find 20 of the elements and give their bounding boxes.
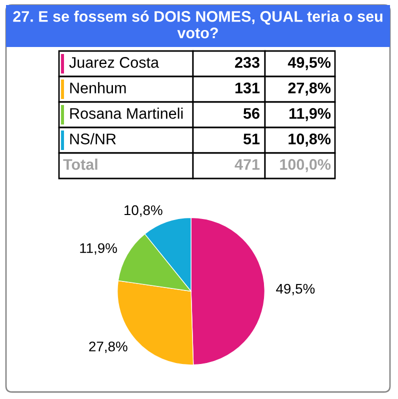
text: 10,8% (288, 134, 331, 147)
text: 100,0% (280, 159, 331, 172)
data-label: 49,5% (276, 284, 315, 296)
legend-label: Nenhum (70, 82, 126, 94)
text: 233 (235, 57, 260, 68)
data-label: 10,8% (124, 205, 162, 217)
text: 49,5% (288, 57, 331, 70)
legend-label: NS/NR (70, 133, 116, 144)
text: 56 (243, 108, 260, 119)
text: 131 (235, 82, 260, 94)
text: 51 (243, 134, 260, 144)
chart-title: 27. E se fossem só DOIS NOMES, QUAL teria o seu voto? (13, 10, 382, 38)
legend-label: Juarez Costa (69, 57, 160, 68)
text: 11,9% (289, 108, 331, 122)
text: 471 (234, 159, 260, 170)
data-label: 27,8% (89, 342, 128, 354)
legend-label: Rosana Martineli (70, 108, 183, 119)
text: 27,8% (288, 82, 331, 96)
data-label: 11,9% (80, 243, 117, 255)
text: Total (63, 158, 98, 170)
